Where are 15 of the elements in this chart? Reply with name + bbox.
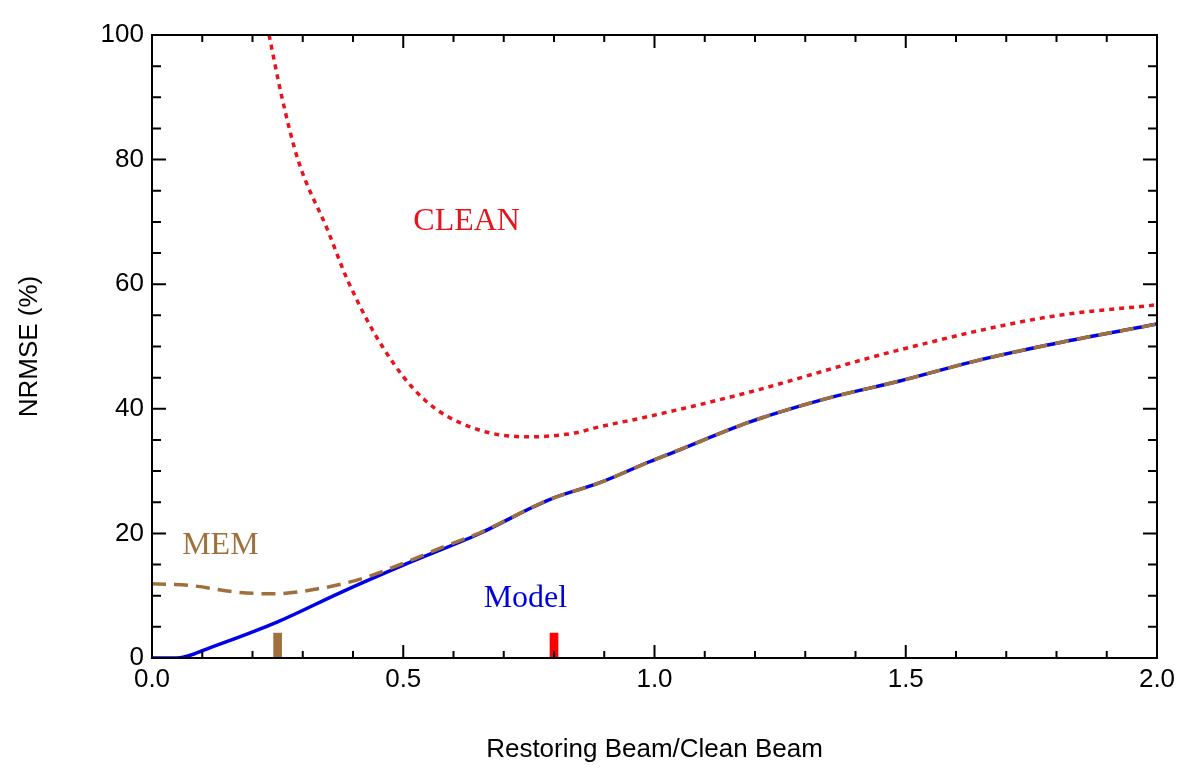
y-axis-title: NRMSE (%) (12, 275, 43, 418)
y-tick-label: 80 (115, 142, 144, 173)
text: CLEAN (413, 201, 520, 238)
y-tick-label: 100 (100, 18, 144, 49)
x-tick-label: 1.0 (636, 662, 673, 693)
line-series (267, 35, 1157, 439)
y-tick-label: 40 (115, 391, 144, 422)
x-axis-title: Restoring Beam/Clean Beam (486, 732, 823, 763)
series-label: Model (483, 578, 568, 615)
x-tick-label: 1.5 (887, 662, 924, 693)
series-label: MEM (182, 525, 259, 562)
x-tick-label: 0.5 (385, 662, 422, 693)
y-tick-label: 20 (115, 516, 144, 547)
y-tick-label: 60 (115, 267, 144, 298)
x-tick-label: 2.0 (1138, 662, 1176, 693)
